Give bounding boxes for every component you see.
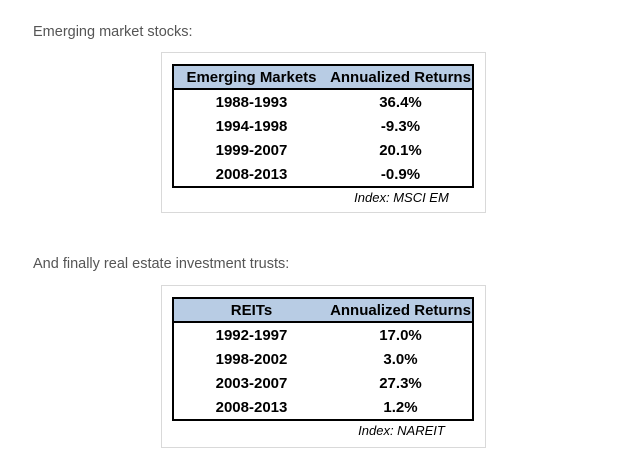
return-cell: 1.2%: [383, 398, 418, 416]
emerging-markets-table-frame: Emerging Markets Annualized Returns 1988…: [161, 52, 486, 213]
period-column-header: Emerging Markets: [173, 65, 329, 90]
index-source-footnote: Index: MSCI EM: [354, 190, 449, 205]
table-header-row: Emerging Markets Annualized Returns: [173, 65, 473, 90]
reits-intro-text: And finally real estate investment trust…: [33, 255, 290, 272]
return-cell: 20.1%: [379, 141, 422, 159]
return-cell: 17.0%: [379, 326, 422, 344]
return-cell: -9.3%: [380, 117, 421, 135]
return-cell: -0.9%: [380, 165, 421, 183]
returns-column-header: Annualized Returns: [329, 65, 473, 90]
period-cell: 1992-1997: [215, 326, 288, 344]
emerging-markets-table: Emerging Markets Annualized Returns 1988…: [172, 64, 474, 188]
reits-table-frame: REITs Annualized Returns 1992-1997 17.0%…: [161, 285, 486, 448]
period-cell: 1994-1998: [215, 117, 288, 135]
period-cell: 1999-2007: [215, 141, 288, 159]
index-source-footnote: Index: NAREIT: [358, 423, 445, 438]
table-row: 1992-1997 17.0%: [173, 322, 473, 347]
return-cell: 3.0%: [383, 350, 418, 368]
return-cell: 27.3%: [379, 374, 422, 392]
period-cell: 2008-2013: [215, 165, 288, 183]
table-row: 2003-2007 27.3%: [173, 371, 473, 395]
period-cell: 2008-2013: [215, 398, 288, 416]
period-cell: 1988-1993: [215, 93, 288, 111]
period-cell: 2003-2007: [215, 374, 288, 392]
table-header-row: REITs Annualized Returns: [173, 298, 473, 323]
table-row: 1999-2007 20.1%: [173, 138, 473, 162]
return-cell: 36.4%: [379, 93, 422, 111]
table-row: 1998-2002 3.0%: [173, 347, 473, 371]
table-row: 1994-1998 -9.3%: [173, 114, 473, 138]
table-row: 2008-2013 -0.9%: [173, 162, 473, 187]
table-row: 1988-1993 36.4%: [173, 89, 473, 114]
table-row: 2008-2013 1.2%: [173, 395, 473, 420]
emerging-markets-intro-text: Emerging market stocks:: [33, 23, 193, 40]
period-column-header: REITs: [173, 298, 329, 323]
reits-table: REITs Annualized Returns 1992-1997 17.0%…: [172, 297, 474, 421]
period-cell: 1998-2002: [215, 350, 288, 368]
returns-column-header: Annualized Returns: [329, 298, 473, 323]
